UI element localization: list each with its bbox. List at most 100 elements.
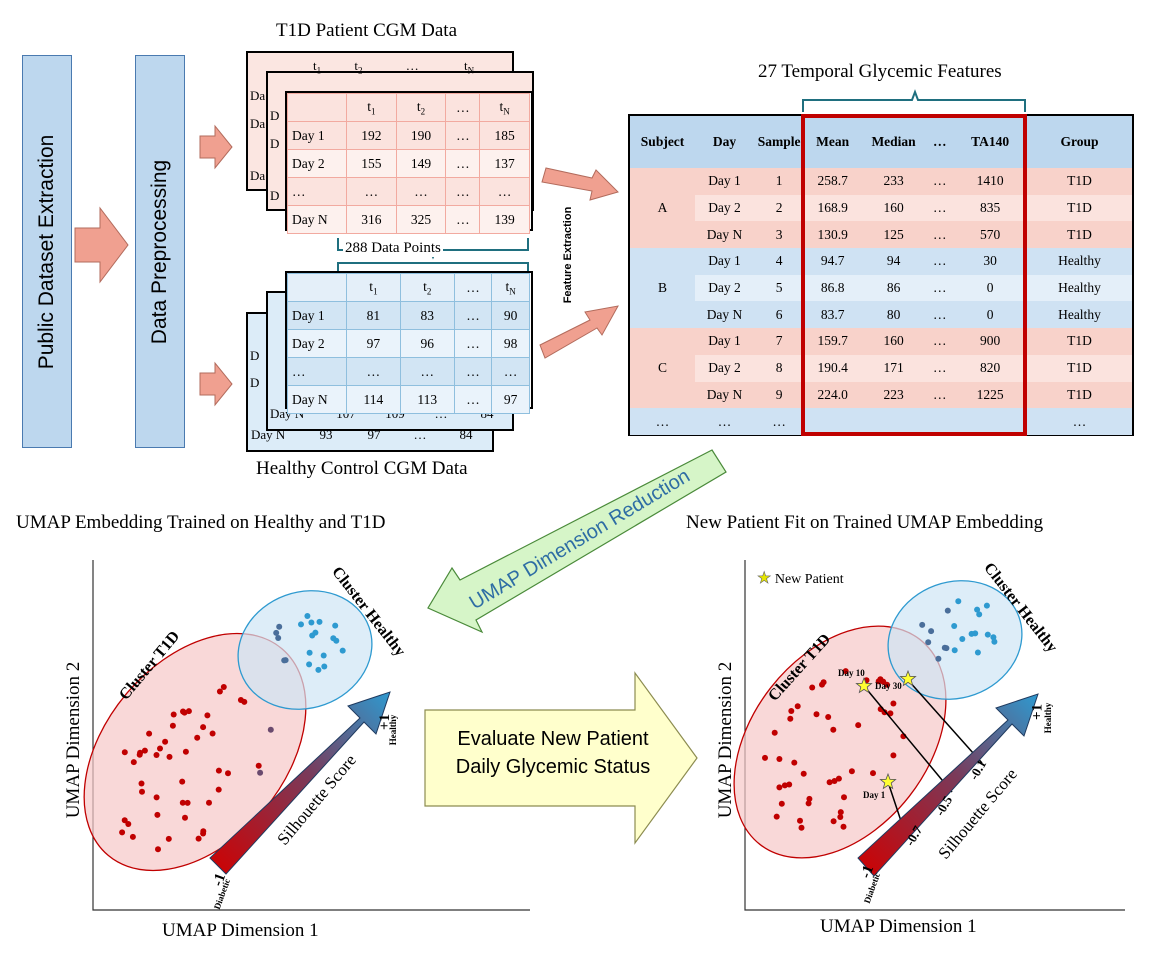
table-cell: …: [453, 301, 493, 330]
table-row: A Day 1 1 258.7 233… 1410 T1D: [630, 168, 1132, 249]
scatter-point: [200, 830, 207, 837]
scatter-point: [320, 652, 327, 659]
table-cell: 97: [491, 385, 530, 414]
scatter-point: [139, 788, 145, 795]
table-row: t1 t2 … tN: [287, 273, 530, 302]
scatter-point: [955, 598, 962, 605]
table-cell: …: [445, 121, 481, 150]
new-patient-star-icon: [879, 772, 897, 790]
row-day-cell: Day N: [287, 385, 347, 414]
table-cell: 223: [861, 381, 927, 409]
table-cell: 113: [399, 385, 455, 414]
scatter-point: [130, 759, 137, 766]
scatter-point: [951, 647, 958, 654]
left-plot-axes: [92, 560, 530, 911]
right-plus-sub: Healthy: [1043, 702, 1053, 734]
scatter-point: [182, 748, 189, 755]
table-cell: [953, 408, 1027, 435]
right-scatter: [762, 598, 998, 831]
scatter-point: [762, 754, 768, 761]
table-row: Day 2 2 168.9 160… 835 T1D: [630, 194, 1132, 222]
scatter-point: [806, 795, 813, 802]
column-header: …: [926, 116, 954, 168]
table-cell: 149: [395, 149, 447, 178]
scatter-point: [257, 769, 264, 776]
scatter-point: [830, 726, 837, 733]
table-cell: 325: [395, 205, 447, 234]
scatter-point: [976, 611, 983, 618]
table-cell: Day N: [695, 221, 754, 249]
table-cell: …: [479, 177, 530, 206]
table-row: …………: [630, 408, 1132, 435]
scatter-point: [786, 781, 793, 788]
table-row: t1 t2 … tN: [287, 93, 530, 122]
arrow-t1d-to-features: [541, 167, 619, 201]
scatter-point: [339, 647, 346, 654]
scatter-point: [951, 623, 958, 629]
scatter-point: [819, 681, 825, 688]
scatter-point: [798, 824, 805, 831]
table-cell: T1D: [1026, 328, 1132, 355]
scatter-point: [974, 649, 981, 656]
column-header: Group: [1026, 116, 1132, 168]
table-row: Day N 316 325… 139: [287, 205, 530, 234]
table-cell: Day 1: [695, 248, 754, 275]
scatter-point: [831, 778, 838, 784]
scatter-point: [771, 729, 778, 736]
table-cell: 130.9: [804, 221, 862, 249]
left-silhouette-arrow: [209, 691, 391, 875]
scatter-point: [959, 636, 966, 642]
scatter-point: [215, 786, 222, 793]
right-plot-title: New Patient Fit on Trained UMAP Embeddin…: [686, 512, 1044, 533]
table-cell: …: [395, 177, 447, 206]
table-cell: 125: [861, 221, 927, 249]
scatter-point: [787, 715, 794, 722]
table-row: Subject Day Sample Mean Median… TA140 Group: [630, 116, 1132, 168]
scatter-point: [216, 688, 223, 695]
table-cell: 820: [953, 354, 1027, 382]
scatter-point: [925, 639, 932, 646]
scatter-point: [138, 780, 145, 787]
scatter-point: [275, 635, 282, 641]
scatter-point: [881, 709, 888, 716]
features-brace: [802, 89, 1026, 112]
data-points-label: 288 Data Points: [343, 240, 443, 257]
table-cell: 316: [346, 205, 397, 234]
scatter-point: [943, 645, 950, 652]
scatter-point: [835, 775, 842, 782]
left-plot-ylabel: UMAP Dimension 2: [63, 661, 84, 819]
column-header: Subject: [630, 116, 696, 168]
table-cell: …: [453, 385, 493, 414]
day-label-10: Day 10: [838, 668, 865, 678]
scatter-point: [841, 794, 847, 801]
column-header: TA140: [953, 116, 1027, 168]
umap-reduction-arrow: [427, 449, 727, 634]
feature-extraction-label: Feature Extraction: [562, 206, 574, 304]
table-cell: …: [346, 177, 397, 206]
scatter-point: [306, 649, 313, 656]
table-cell: 190.4: [804, 354, 862, 382]
t1d-table: t1 t2 … tN Day 1 192 190… 185 Day 2 155 149… 13…: [287, 93, 530, 234]
scatter-point: [776, 784, 783, 791]
scatter-point: [179, 799, 186, 806]
scatter-point: [983, 602, 990, 609]
scatter-point: [333, 637, 340, 644]
left-plus-sub: Healthy: [388, 714, 398, 746]
t1d-table-front: t1 t2 … tN Day 1 192 190… 185 Day 2 155 149… 13…: [285, 91, 533, 234]
table-cell: 114: [346, 385, 401, 414]
table-cell: …: [926, 194, 954, 222]
table-cell: 90: [491, 301, 530, 330]
right-cluster-healthy-ellipse: [887, 580, 1023, 700]
row-day-cell: Day 2: [287, 149, 347, 178]
scatter-point: [185, 708, 192, 715]
table-cell: Day 2: [695, 354, 754, 382]
scatter-point: [204, 712, 211, 719]
table-cell: 137: [479, 149, 530, 178]
scatter-point: [805, 800, 812, 807]
scatter-point: [968, 630, 975, 637]
scatter-point: [800, 770, 807, 777]
evaluate-arrow: [424, 671, 698, 845]
arrow-healthy-to-features: [539, 305, 619, 359]
table-cell: 155: [346, 149, 397, 178]
